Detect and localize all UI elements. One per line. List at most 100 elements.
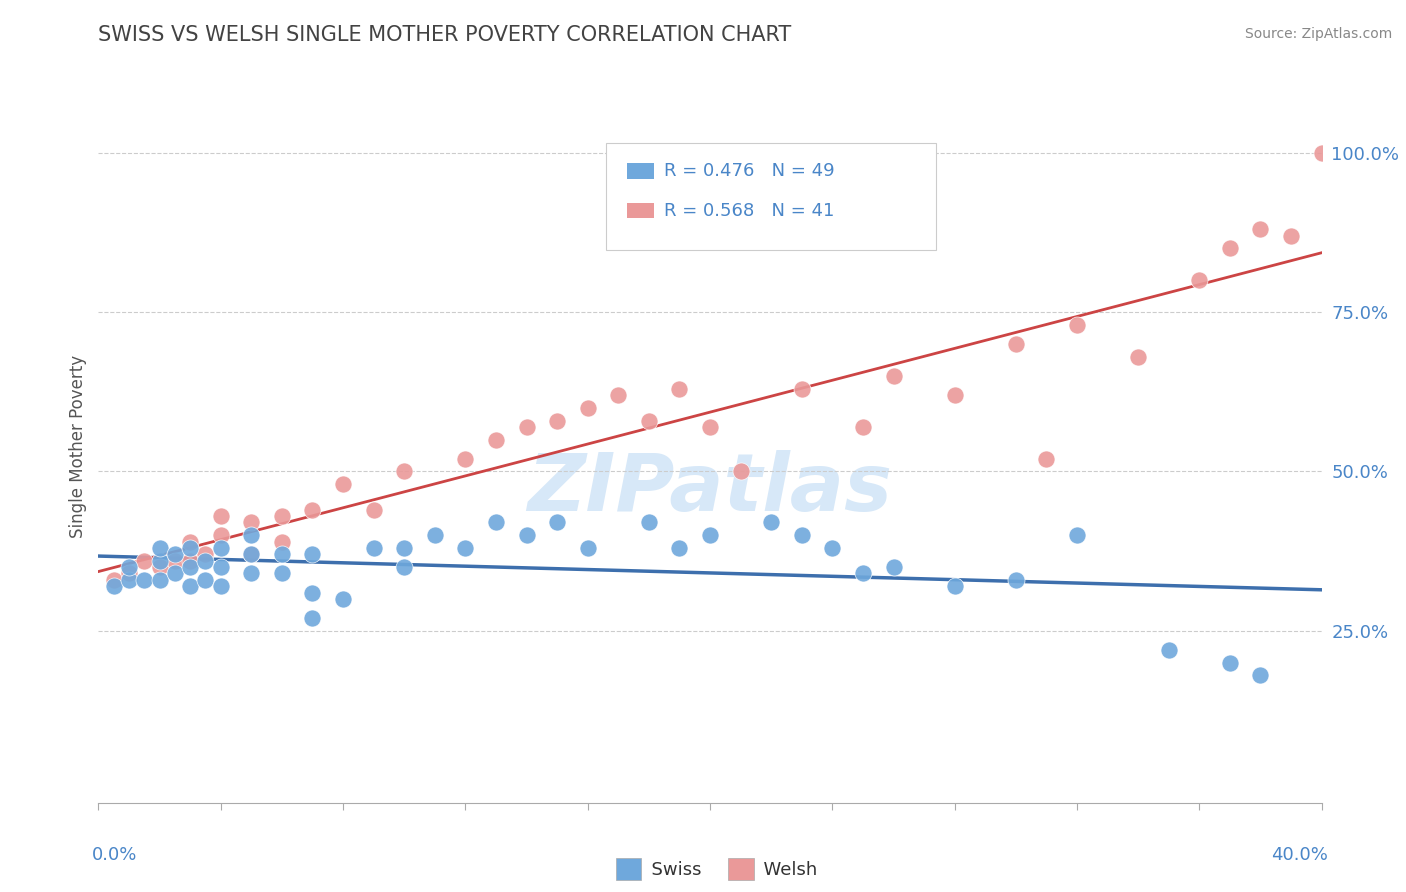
- Point: [118, 566, 141, 581]
- Point: [332, 591, 354, 606]
- Point: [1004, 573, 1026, 587]
- Point: [1066, 318, 1088, 332]
- Point: [194, 573, 217, 587]
- Point: [637, 516, 661, 530]
- Point: [852, 420, 875, 434]
- Point: [103, 579, 125, 593]
- Point: [134, 554, 156, 568]
- Text: 0.0%: 0.0%: [93, 846, 138, 863]
- Text: Source: ZipAtlas.com: Source: ZipAtlas.com: [1244, 27, 1392, 41]
- Point: [852, 566, 875, 581]
- FancyBboxPatch shape: [627, 202, 654, 219]
- Point: [118, 560, 141, 574]
- Point: [270, 547, 292, 561]
- Point: [392, 541, 416, 555]
- Point: [699, 420, 721, 434]
- Point: [163, 547, 186, 561]
- Point: [637, 413, 661, 427]
- Point: [1188, 273, 1211, 287]
- Point: [1249, 222, 1271, 236]
- Point: [209, 541, 232, 555]
- Point: [1310, 145, 1333, 160]
- Point: [179, 541, 201, 555]
- Point: [607, 388, 630, 402]
- Point: [240, 516, 263, 530]
- Point: [759, 516, 782, 530]
- Point: [301, 547, 323, 561]
- Bar: [616, 858, 641, 880]
- Bar: [728, 858, 754, 880]
- Point: [332, 477, 354, 491]
- Point: [163, 554, 186, 568]
- Point: [301, 585, 323, 599]
- Text: SWISS VS WELSH SINGLE MOTHER POVERTY CORRELATION CHART: SWISS VS WELSH SINGLE MOTHER POVERTY COR…: [98, 25, 792, 45]
- Text: Welsh: Welsh: [752, 861, 817, 879]
- Point: [1249, 668, 1271, 682]
- Point: [270, 566, 292, 581]
- Point: [1128, 350, 1150, 364]
- Point: [1004, 337, 1026, 351]
- Point: [821, 541, 844, 555]
- Text: 40.0%: 40.0%: [1271, 846, 1327, 863]
- Point: [270, 509, 292, 524]
- Point: [149, 554, 172, 568]
- Point: [883, 560, 905, 574]
- FancyBboxPatch shape: [606, 143, 936, 250]
- Point: [485, 433, 508, 447]
- Point: [240, 547, 263, 561]
- Point: [179, 579, 201, 593]
- Point: [392, 465, 416, 479]
- Point: [576, 541, 599, 555]
- Point: [209, 560, 232, 574]
- Point: [363, 541, 385, 555]
- Point: [149, 541, 172, 555]
- Point: [1066, 528, 1088, 542]
- Point: [790, 382, 813, 396]
- Point: [516, 420, 538, 434]
- Point: [392, 560, 416, 574]
- Point: [179, 554, 201, 568]
- Text: R = 0.568   N = 41: R = 0.568 N = 41: [664, 202, 834, 219]
- Point: [454, 451, 477, 466]
- Point: [1219, 242, 1241, 256]
- Point: [194, 554, 217, 568]
- Point: [209, 528, 232, 542]
- Text: Swiss: Swiss: [640, 861, 702, 879]
- Point: [179, 534, 201, 549]
- Point: [1219, 656, 1241, 670]
- Point: [516, 528, 538, 542]
- Point: [240, 547, 263, 561]
- Point: [270, 534, 292, 549]
- Point: [118, 573, 141, 587]
- Point: [546, 413, 568, 427]
- Point: [790, 528, 813, 542]
- Point: [179, 560, 201, 574]
- Point: [485, 516, 508, 530]
- Point: [1279, 228, 1302, 243]
- Point: [209, 579, 232, 593]
- Point: [301, 502, 323, 516]
- Y-axis label: Single Mother Poverty: Single Mother Poverty: [69, 354, 87, 538]
- Point: [240, 566, 263, 581]
- Point: [668, 541, 690, 555]
- Point: [943, 388, 966, 402]
- Point: [149, 573, 172, 587]
- FancyBboxPatch shape: [627, 163, 654, 179]
- Point: [668, 382, 690, 396]
- Point: [546, 516, 568, 530]
- Point: [730, 465, 752, 479]
- Point: [194, 547, 217, 561]
- Point: [883, 368, 905, 383]
- Text: ZIPatlas: ZIPatlas: [527, 450, 893, 528]
- Point: [1157, 643, 1180, 657]
- Point: [1035, 451, 1057, 466]
- Point: [454, 541, 477, 555]
- Point: [423, 528, 446, 542]
- Point: [943, 579, 966, 593]
- Text: R = 0.476   N = 49: R = 0.476 N = 49: [664, 162, 834, 180]
- Point: [301, 611, 323, 625]
- Point: [103, 573, 125, 587]
- Point: [209, 509, 232, 524]
- Point: [163, 566, 186, 581]
- Point: [699, 528, 721, 542]
